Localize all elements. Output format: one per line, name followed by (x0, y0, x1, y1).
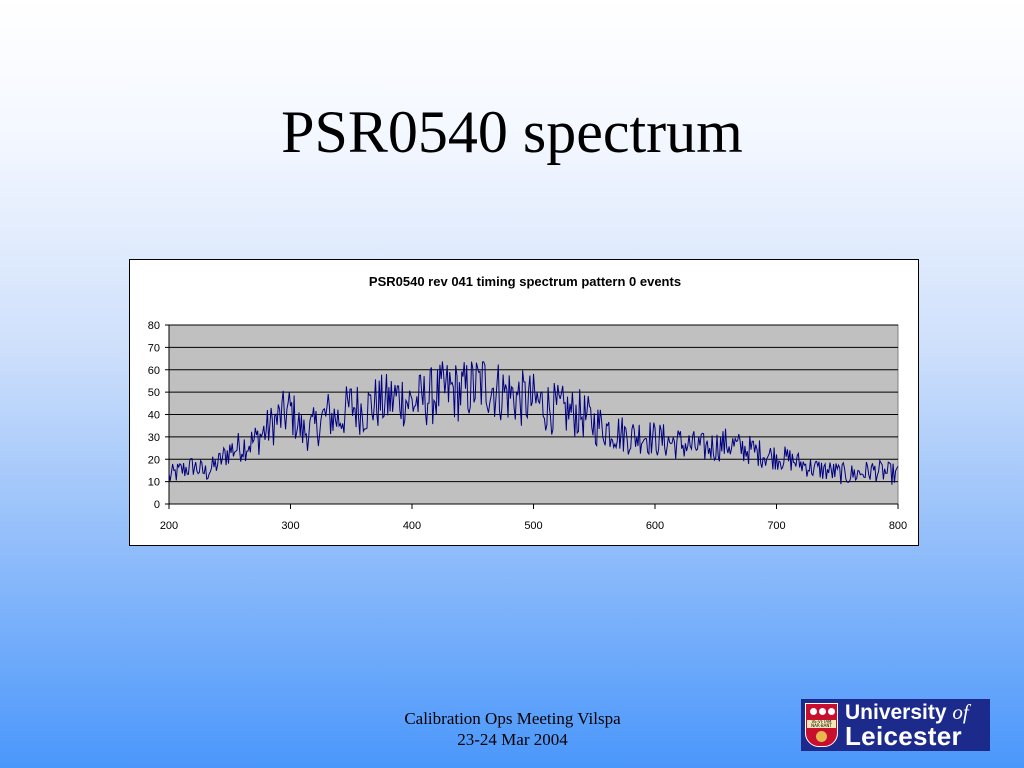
y-tick-label: 0 (154, 499, 160, 511)
crest-icon: VE·VI·TAM NAR·BANT (805, 703, 838, 747)
logo-university: University of (845, 700, 969, 724)
footer-meeting: Calibration Ops Meeting Vilspa (404, 709, 621, 728)
footer-date: 23-24 Mar 2004 (457, 730, 568, 749)
y-tick-label: 40 (148, 410, 160, 422)
x-tick-label: 600 (646, 520, 664, 532)
series-line (168, 361, 899, 485)
y-tick-label: 70 (148, 342, 160, 354)
x-tick-label: 300 (281, 520, 299, 532)
x-tick-label: 200 (160, 520, 178, 532)
rose-icon (828, 708, 835, 715)
slide-title: PSR0540 spectrum (281, 99, 743, 165)
x-tick-label: 800 (889, 520, 907, 532)
y-tick-label: 80 (148, 320, 160, 332)
y-tick-label: 60 (148, 365, 160, 377)
logo-leicester: Leicester (845, 721, 962, 751)
y-tick-label: 10 (148, 477, 160, 489)
chart-title: PSR0540 rev 041 timing spectrum pattern … (369, 274, 681, 289)
y-tick-label: 50 (148, 387, 160, 399)
x-tick-label: 500 (524, 520, 542, 532)
line-chart: PSR0540 rev 041 timing spectrum pattern … (148, 274, 907, 532)
x-tick-label: 400 (403, 520, 421, 532)
y-tick-label: 30 (148, 432, 160, 444)
y-tick-label: 20 (148, 454, 160, 466)
rose-icon (810, 708, 817, 715)
fox-icon (816, 731, 827, 742)
footer: Calibration Ops Meeting Vilspa 23-24 Mar… (360, 708, 665, 750)
x-tick-label: 700 (767, 520, 785, 532)
chart-panel: PSR0540 rev 041 timing spectrum pattern … (129, 259, 919, 546)
university-of-leicester-logo: VE·VI·TAM NAR·BANT University of Leicest… (801, 699, 990, 751)
rose-icon (819, 708, 826, 715)
crest-motto: VE·VI·TAM NAR·BANT (807, 720, 836, 728)
